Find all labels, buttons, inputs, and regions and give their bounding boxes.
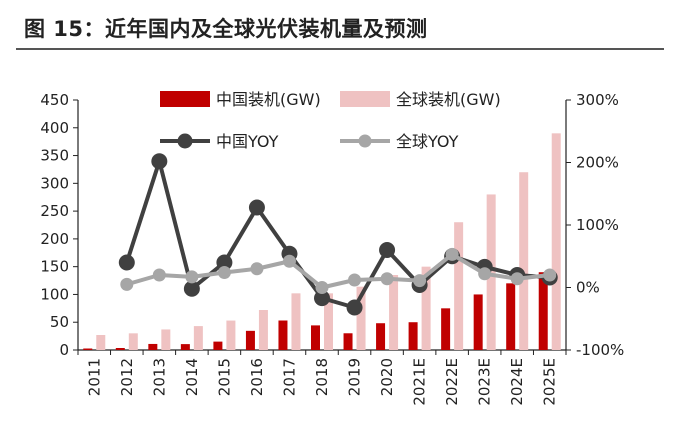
y2-tick-label: -100% <box>576 341 624 359</box>
y-tick-label: 250 <box>40 202 69 220</box>
global-yoy-point <box>445 247 459 261</box>
china-install-bar <box>408 322 418 350</box>
china-install-bar <box>148 343 158 350</box>
title-divider <box>16 48 664 50</box>
china-install-bar <box>506 283 516 350</box>
global-yoy-point <box>348 273 362 287</box>
china-yoy-point <box>216 254 233 271</box>
global-install-bar <box>96 335 106 350</box>
x-tick-label: 2020 <box>378 358 396 396</box>
global-yoy-point <box>315 281 329 294</box>
x-tick-label: 2015 <box>215 358 233 396</box>
global-install-bar <box>356 286 366 350</box>
china-yoy-point <box>314 290 330 307</box>
global-install-bar <box>519 172 529 350</box>
global-install-bar <box>193 326 203 350</box>
y-tick-label: 50 <box>50 313 69 331</box>
legend-label: 中国装机(GW) <box>216 90 321 109</box>
china-yoy-point <box>346 299 363 316</box>
china-yoy-point <box>151 153 168 170</box>
global-install-bar <box>454 222 464 350</box>
x-tick-label: 2025E <box>541 358 559 406</box>
global-yoy-point <box>543 268 557 282</box>
china-install-bar <box>441 308 451 350</box>
y-tick-label: 450 <box>40 91 69 109</box>
global-install-bar <box>486 194 496 350</box>
chart-title: 图 15：近年国内及全球光伏装机量及预测 <box>24 17 428 41</box>
china-yoy-point <box>248 199 265 216</box>
y-tick-label: 350 <box>40 147 69 165</box>
x-tick-label: 2014 <box>183 358 201 396</box>
y-tick-label: 400 <box>40 119 69 137</box>
global-yoy-point <box>282 254 296 268</box>
x-tick-label: 2022E <box>443 358 461 406</box>
x-tick-label: 2018 <box>313 358 331 396</box>
x-tick-label: 2023E <box>476 358 494 406</box>
global-yoy-point <box>510 272 524 286</box>
x-tick-label: 2017 <box>280 358 298 396</box>
china-install-bar <box>83 348 93 350</box>
china-install-bar <box>473 294 483 350</box>
y2-tick-label: 200% <box>576 154 619 172</box>
legend-swatch-china-install <box>160 91 210 107</box>
y-tick-label: 200 <box>40 230 69 248</box>
global-install-bar <box>161 329 171 350</box>
china-install-bar <box>343 333 353 350</box>
china-yoy-point <box>183 280 200 297</box>
china-install-bar <box>311 325 320 350</box>
global-install-bar <box>291 293 301 350</box>
global-yoy-point <box>250 262 264 276</box>
global-yoy-point <box>185 270 199 284</box>
global-yoy-point <box>380 272 394 286</box>
global-install-bar <box>551 133 561 350</box>
y-tick-label: 150 <box>40 258 69 276</box>
china-install-bar <box>376 323 386 350</box>
legend-marker-china-yoy <box>177 133 193 149</box>
china-install-bar <box>245 330 255 350</box>
x-tick-label: 2013 <box>150 358 168 396</box>
x-tick-label: 2021E <box>411 358 429 406</box>
global-install-bar <box>226 320 236 350</box>
legend-marker-global-yoy <box>358 134 372 148</box>
y-tick-label: 100 <box>40 285 69 303</box>
china-install-bar <box>115 348 125 350</box>
global-install-bar <box>128 333 138 350</box>
china-yoy-point <box>118 254 135 271</box>
china-yoy-point <box>379 242 396 258</box>
global-install-bar <box>258 310 268 350</box>
global-yoy-point <box>217 266 231 279</box>
legend-swatch-global-install <box>340 91 390 107</box>
global-install-bar <box>324 293 333 350</box>
global-install-bar <box>389 275 399 350</box>
legend-label: 全球装机(GW) <box>396 90 501 109</box>
x-tick-label: 2024E <box>508 358 526 406</box>
x-tick-label: 2019 <box>346 358 364 396</box>
global-yoy-point <box>413 274 427 288</box>
y2-tick-label: 0% <box>576 279 600 297</box>
y-tick-label: 300 <box>40 174 69 192</box>
y2-tick-label: 100% <box>576 216 619 234</box>
global-yoy-point <box>478 267 492 281</box>
global-yoy-point <box>152 268 166 282</box>
y2-tick-label: 300% <box>576 91 619 109</box>
x-tick-label: 2011 <box>85 358 103 396</box>
legend-label: 全球YOY <box>396 132 459 151</box>
china-install-bar <box>538 272 548 350</box>
global-yoy-point <box>120 277 134 291</box>
y-tick-label: 0 <box>59 341 69 359</box>
legend-label: 中国YOY <box>216 132 279 151</box>
china-install-bar <box>180 344 190 350</box>
global-install-bar <box>421 266 431 350</box>
x-tick-label: 2012 <box>118 358 136 396</box>
china-install-bar <box>278 320 288 350</box>
x-tick-label: 2016 <box>248 358 266 396</box>
china-install-bar <box>213 341 223 350</box>
